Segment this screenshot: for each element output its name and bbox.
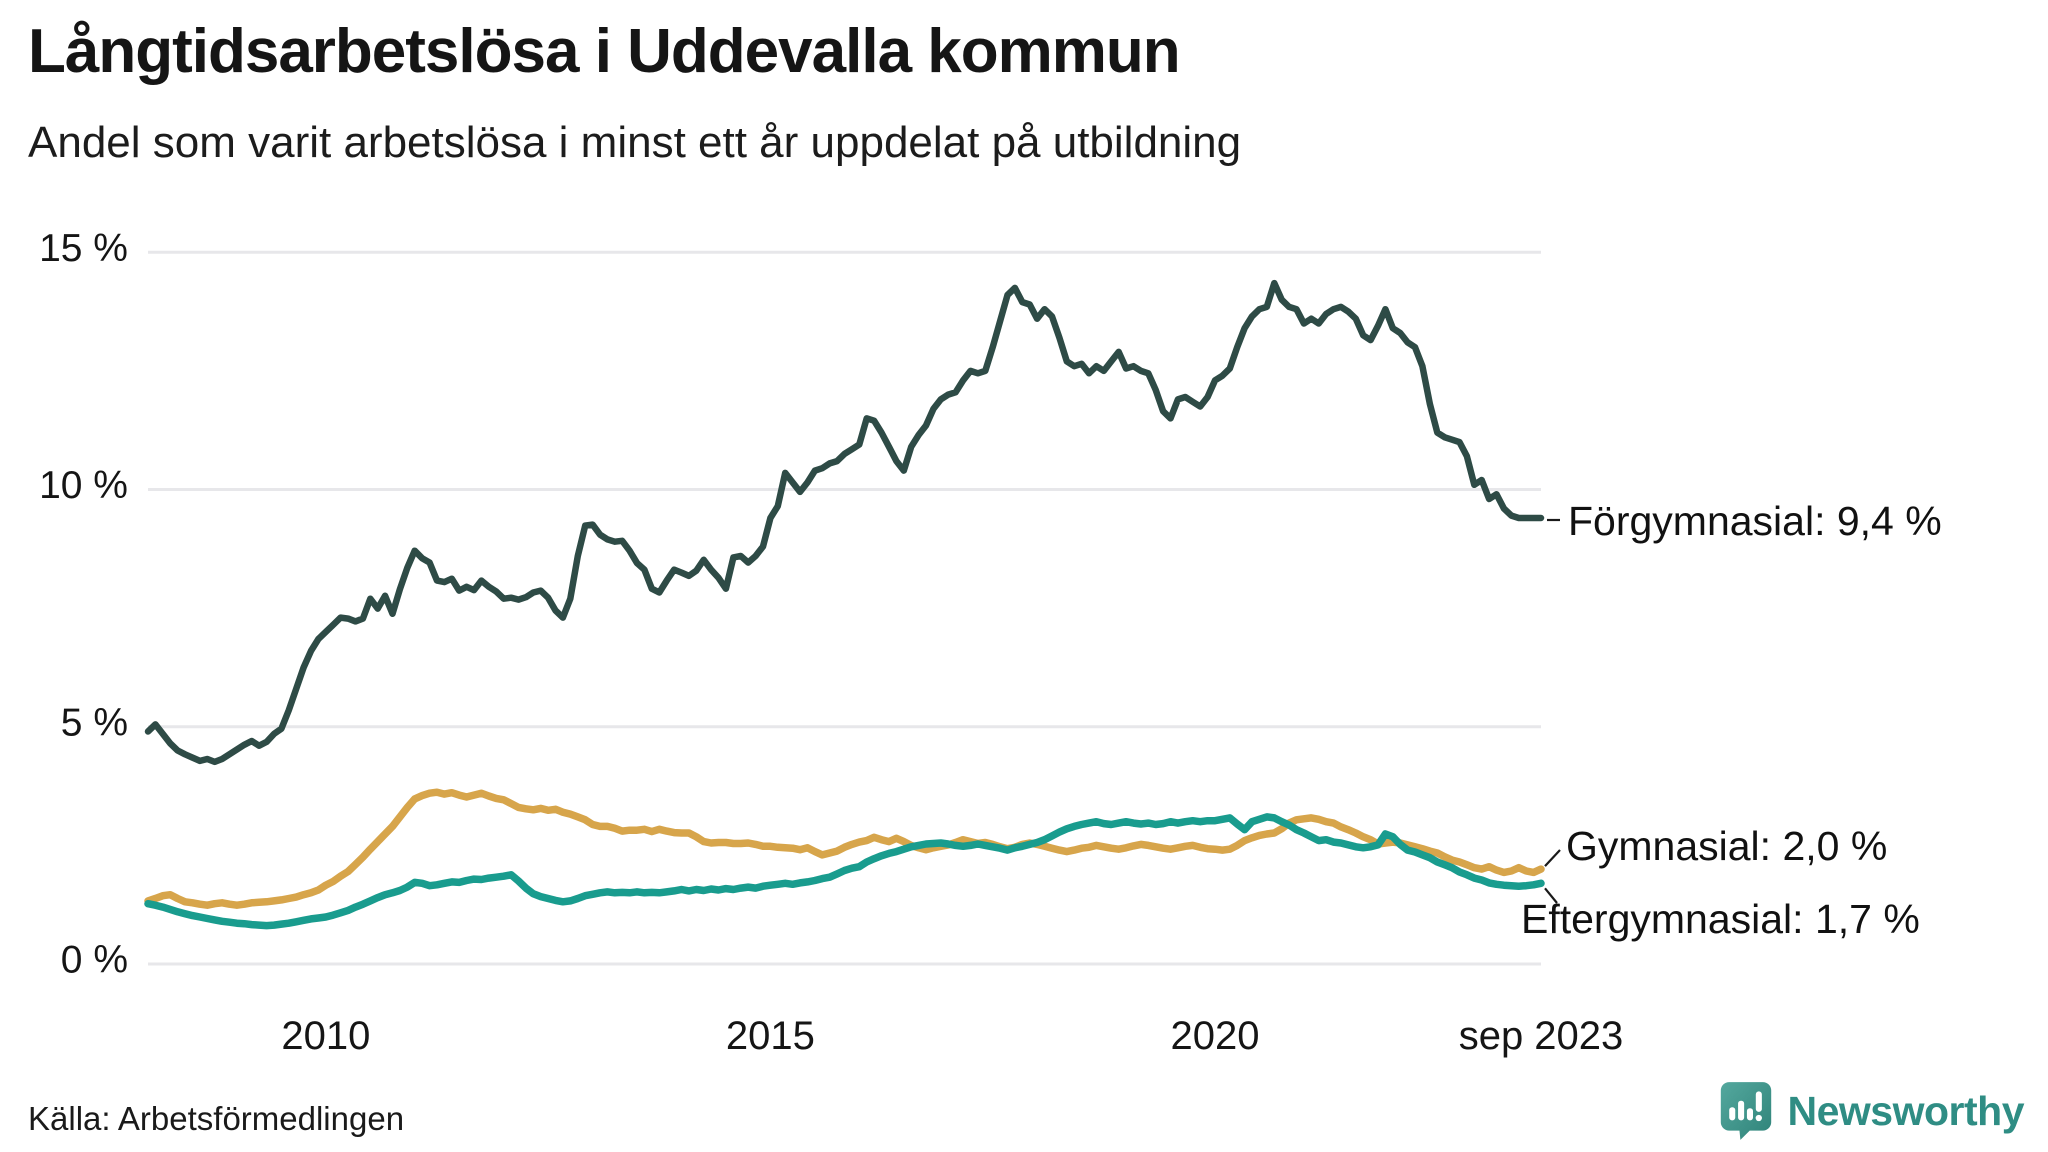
exclamation-dot (1755, 1114, 1762, 1122)
page-title: Långtidsarbetslösa i Uddevalla kommun (28, 17, 1181, 86)
y-axis-tick-label: 0 % (61, 939, 128, 982)
exclamation-bar (1755, 1091, 1762, 1112)
x-axis-tick-label: sep 2023 (1459, 1014, 1624, 1058)
series-label-förgymnasial: Förgymnasial: 9,4 % (1568, 498, 1942, 544)
y-axis-tick-label: 15 % (39, 227, 128, 270)
brand-logo: Newsworthy (1718, 1080, 2025, 1142)
series-label-gymnasial: Gymnasial: 2,0 % (1566, 823, 1887, 869)
series-label-eftergymnasial: Eftergymnasial: 1,7 % (1521, 896, 1920, 942)
annotation-connector-eftergymnasial (1544, 887, 1558, 904)
y-axis-tick-label: 10 % (39, 464, 128, 507)
bar-small (1728, 1107, 1735, 1121)
bar-tall (1737, 1100, 1744, 1121)
series-line-gymnasial (144, 788, 1545, 909)
y-axis-tick-label: 5 % (61, 701, 128, 744)
x-axis-tick-label: 2020 (1170, 1014, 1259, 1058)
annotation-connector-gymnasial (1544, 849, 1561, 867)
source-note: Källa: Arbetsförmedlingen (28, 1100, 405, 1137)
speech-bubble-shape (1720, 1082, 1771, 1140)
series-line-förgymnasial (144, 279, 1545, 766)
newsworthy-icon (1720, 1082, 1771, 1140)
x-axis-tick-label: 2010 (281, 1014, 370, 1058)
chart-subtitle: Andel som varit arbetslösa i minst ett å… (28, 118, 1242, 167)
bar-medium (1746, 1108, 1753, 1121)
brand-name: Newsworthy (1787, 1087, 2025, 1134)
series-line-eftergymnasial (144, 813, 1545, 930)
x-axis-tick-label: 2015 (726, 1014, 815, 1058)
